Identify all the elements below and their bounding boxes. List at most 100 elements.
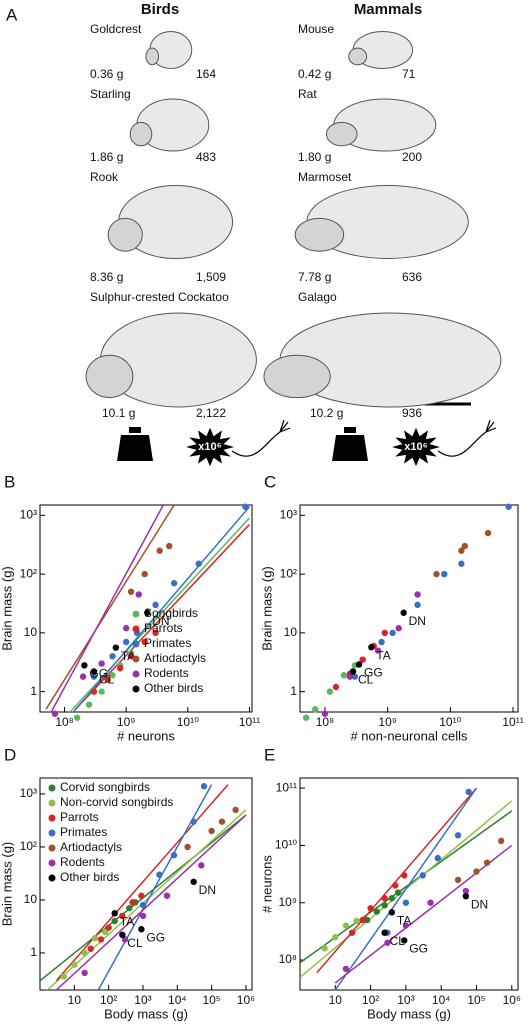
data-point [91, 934, 99, 942]
point-label: GG [146, 930, 165, 944]
data-point [90, 673, 98, 680]
fit-line [68, 517, 250, 712]
x-axis-label: Body mass (g) [367, 1006, 451, 1021]
multiplier-label: x10⁶ [404, 441, 427, 453]
y-tick-label: 10¹¹ [276, 780, 297, 794]
data-point [402, 922, 410, 929]
neuron-count: 1,509 [196, 270, 226, 284]
legend-label: Rodents [144, 666, 189, 680]
fit-line [334, 787, 478, 990]
neuron-count: 200 [402, 150, 422, 164]
data-point [342, 922, 350, 929]
data-point [129, 899, 136, 906]
legend-marker [48, 874, 56, 882]
x-tick-label: 10⁴ [168, 993, 187, 1007]
point-label: DN [199, 883, 216, 897]
data-point [98, 688, 105, 695]
data-point [90, 688, 98, 695]
fit-line [316, 787, 478, 974]
y-axis-label: # neurons [259, 855, 274, 913]
cerebellum-drawing [294, 217, 345, 252]
data-point [139, 912, 147, 920]
x-tick-label: 10² [362, 993, 379, 1007]
legend-label: Other birds [60, 870, 119, 884]
y-axis-label: Brain mass (g) [0, 566, 14, 651]
neuron-icon [186, 427, 234, 467]
neuron-count: 164 [196, 67, 216, 81]
x-tick-label: 10⁸ [316, 715, 334, 729]
y-tick-label: 10³ [280, 508, 297, 522]
data-point [111, 910, 118, 917]
data-point [505, 503, 512, 510]
point-label: TA [120, 914, 134, 928]
data-point [85, 701, 93, 708]
point-label: TA [376, 648, 390, 662]
chart: C 10⁸ 10⁹ 10¹⁰ 10¹¹ 1 10 10² 10³ # non-neuronal c… [259, 472, 523, 743]
data-point [184, 843, 191, 851]
data-point [144, 609, 151, 616]
species-name: Marmoset [298, 170, 352, 184]
point-label: TA [397, 913, 411, 927]
plot-frame [39, 504, 253, 713]
data-point [141, 638, 148, 646]
data-point [401, 872, 408, 879]
data-point [139, 901, 147, 909]
y-tick-label: 10² [20, 566, 37, 580]
point-label: TA [121, 649, 135, 663]
data-point [138, 892, 145, 899]
neuron-count: 71 [402, 67, 416, 81]
data-point [170, 580, 178, 587]
legend-marker [132, 655, 140, 663]
data-point [381, 629, 388, 637]
data-point [198, 862, 205, 869]
y-tick-label: 1 [290, 684, 297, 698]
fit-line [72, 506, 251, 712]
data-point [349, 668, 357, 675]
y-tick-label: 10 [24, 625, 38, 639]
species-name: Mouse [298, 22, 334, 36]
x-tick-label: 10⁶ [503, 993, 521, 1007]
y-tick-label: 10¹⁰ [275, 838, 297, 852]
data-point [81, 949, 88, 957]
brain-mass: 0.42 g [298, 67, 331, 81]
y-tick-label: 1 [30, 684, 37, 698]
multiplier-label: x10⁶ [198, 441, 221, 453]
data-point [152, 601, 159, 609]
legend-label: Parrots [144, 621, 183, 635]
x-tick-label: 10¹⁰ [177, 715, 199, 729]
neuron-count: 2,122 [196, 406, 226, 420]
brain-mass: 0.36 g [90, 67, 123, 81]
fit-line [45, 505, 175, 710]
point-label: CL [99, 673, 115, 687]
data-point [346, 673, 354, 680]
data-point [163, 892, 171, 899]
data-point [152, 629, 159, 637]
brain-mass: 7.78 g [298, 270, 331, 284]
data-point [321, 710, 329, 717]
data-point [419, 872, 426, 879]
data-point [321, 945, 328, 952]
neuron-count: 483 [196, 150, 216, 164]
data-point [497, 837, 505, 845]
cerebellum-drawing [129, 121, 153, 147]
legend-marker [48, 859, 56, 867]
data-point [138, 926, 145, 933]
data-point [87, 945, 94, 952]
y-axis-label: Brain mass (g) [259, 566, 274, 651]
data-point [462, 892, 470, 900]
data-point [381, 894, 388, 902]
data-point [359, 916, 366, 924]
legend-label: Rodents [60, 855, 105, 869]
data-point [389, 629, 396, 637]
data-point [135, 591, 142, 598]
data-point [109, 653, 116, 660]
data-point [127, 653, 135, 660]
cerebellum-drawing [263, 354, 331, 399]
data-point [368, 644, 375, 651]
data-point [402, 899, 410, 906]
data-point [122, 638, 130, 646]
data-point [454, 832, 462, 839]
cerebellum-drawing [325, 121, 358, 147]
species-name: Rook [90, 170, 119, 184]
legend-marker [48, 814, 56, 822]
